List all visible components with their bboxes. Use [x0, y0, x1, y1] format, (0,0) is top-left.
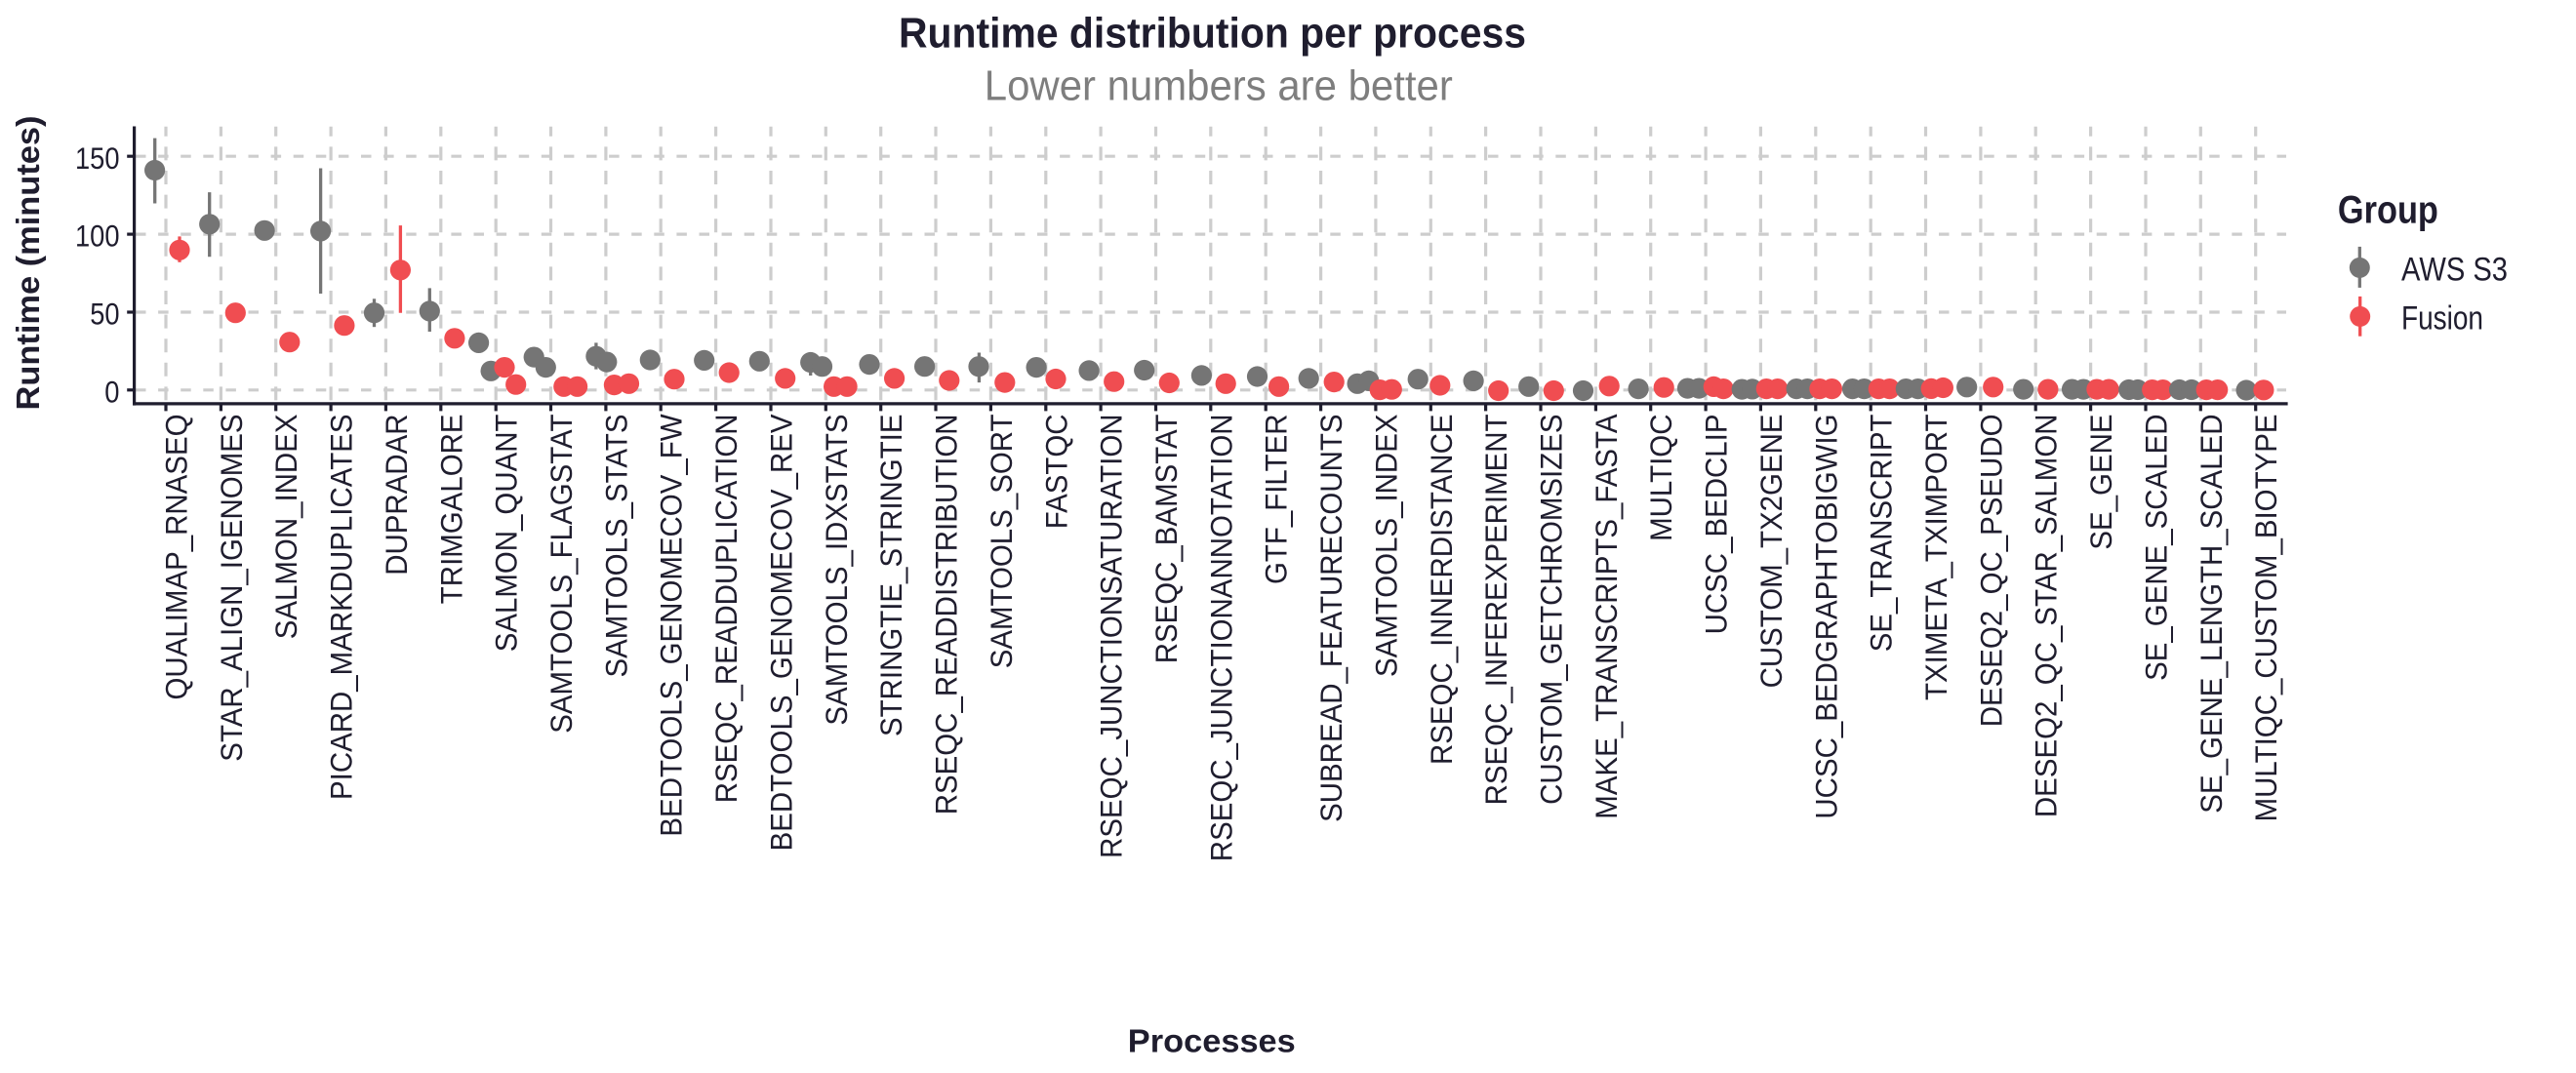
- svg-text:150: 150: [75, 141, 120, 176]
- svg-text:Fusion: Fusion: [2401, 299, 2483, 337]
- svg-text:TXIMETA_TXIMPORT: TXIMETA_TXIMPORT: [1918, 415, 1953, 701]
- svg-text:SALMON_QUANT: SALMON_QUANT: [489, 415, 524, 653]
- svg-text:RSEQC_INFEREXPERIMENT: RSEQC_INFEREXPERIMENT: [1478, 415, 1513, 806]
- svg-text:MAKE_TRANSCRIPTS_FASTA: MAKE_TRANSCRIPTS_FASTA: [1589, 415, 1624, 819]
- svg-text:GTF_FILTER: GTF_FILTER: [1259, 415, 1294, 585]
- svg-text:AWS S3: AWS S3: [2401, 251, 2508, 288]
- svg-text:UCSC_BEDGRAPHTOBIGWIG: UCSC_BEDGRAPHTOBIGWIG: [1808, 415, 1843, 819]
- svg-text:TRIMGALORE: TRIMGALORE: [433, 415, 468, 605]
- svg-text:SAMTOOLS_FLAGSTAT: SAMTOOLS_FLAGSTAT: [543, 415, 579, 734]
- svg-text:SAMTOOLS_STATS: SAMTOOLS_STATS: [598, 415, 633, 678]
- svg-text:QUALIMAP_RNASEQ: QUALIMAP_RNASEQ: [159, 415, 194, 700]
- svg-text:SUBREAD_FEATURECOUNTS: SUBREAD_FEATURECOUNTS: [1313, 415, 1348, 822]
- svg-text:BEDTOOLS_GENOMECOV_REV: BEDTOOLS_GENOMECOV_REV: [764, 415, 799, 852]
- svg-text:Runtime (minutes): Runtime (minutes): [11, 116, 47, 411]
- svg-text:RSEQC_JUNCTIONSATURATION: RSEQC_JUNCTIONSATURATION: [1094, 415, 1129, 858]
- svg-text:DESEQ2_QC_STAR_SALMON: DESEQ2_QC_STAR_SALMON: [2029, 415, 2064, 818]
- svg-text:PICARD_MARKDUPLICATES: PICARD_MARKDUPLICATES: [324, 415, 359, 801]
- svg-text:RSEQC_BAMSTAT: RSEQC_BAMSTAT: [1148, 415, 1184, 664]
- svg-text:Runtime distribution per proce: Runtime distribution per process: [899, 9, 1526, 57]
- svg-text:CUSTOM_GETCHROMSIZES: CUSTOM_GETCHROMSIZES: [1534, 415, 1569, 805]
- svg-text:100: 100: [75, 219, 120, 254]
- svg-text:STRINGTIE_STRINGTIE: STRINGTIE_STRINGTIE: [873, 415, 908, 737]
- svg-text:BEDTOOLS_GENOMECOV_FW: BEDTOOLS_GENOMECOV_FW: [654, 414, 689, 836]
- svg-text:FASTQC: FASTQC: [1038, 415, 1073, 530]
- svg-text:SAMTOOLS_INDEX: SAMTOOLS_INDEX: [1368, 415, 1403, 678]
- svg-text:MULTIQC: MULTIQC: [1643, 415, 1678, 541]
- svg-text:SAMTOOLS_SORT: SAMTOOLS_SORT: [984, 415, 1019, 669]
- svg-text:DUPRADAR: DUPRADAR: [379, 415, 414, 576]
- svg-text:RSEQC_READDISTRIBUTION: RSEQC_READDISTRIBUTION: [929, 415, 964, 815]
- svg-text:DESEQ2_QC_PSEUDO: DESEQ2_QC_PSEUDO: [1973, 415, 2008, 728]
- svg-text:SE_TRANSCRIPT: SE_TRANSCRIPT: [1864, 415, 1899, 653]
- svg-text:STAR_ALIGN_IGENOMES: STAR_ALIGN_IGENOMES: [214, 415, 249, 762]
- svg-text:50: 50: [90, 298, 119, 332]
- svg-text:UCSC_BEDCLIP: UCSC_BEDCLIP: [1699, 415, 1734, 635]
- svg-text:Group: Group: [2338, 189, 2438, 232]
- svg-text:0: 0: [104, 375, 119, 409]
- svg-text:Processes: Processes: [1128, 1024, 1296, 1060]
- svg-text:MULTIQC_CUSTOM_BIOTYPE: MULTIQC_CUSTOM_BIOTYPE: [2248, 415, 2283, 822]
- svg-text:CUSTOM_TX2GENE: CUSTOM_TX2GENE: [1753, 415, 1789, 689]
- svg-text:SE_GENE_SCALED: SE_GENE_SCALED: [2139, 415, 2174, 681]
- svg-text:SE_GENE_LENGTH_SCALED: SE_GENE_LENGTH_SCALED: [2194, 415, 2229, 814]
- svg-text:SAMTOOLS_IDXSTATS: SAMTOOLS_IDXSTATS: [819, 415, 854, 726]
- svg-text:SE_GENE: SE_GENE: [2083, 415, 2118, 550]
- svg-text:RSEQC_READDUPLICATION: RSEQC_READDUPLICATION: [708, 415, 744, 804]
- svg-text:RSEQC_INNERDISTANCE: RSEQC_INNERDISTANCE: [1424, 415, 1459, 766]
- svg-text:RSEQC_JUNCTIONANNOTATION: RSEQC_JUNCTIONANNOTATION: [1203, 415, 1238, 862]
- svg-text:Lower numbers are better: Lower numbers are better: [985, 63, 1453, 110]
- svg-text:SALMON_INDEX: SALMON_INDEX: [268, 415, 303, 640]
